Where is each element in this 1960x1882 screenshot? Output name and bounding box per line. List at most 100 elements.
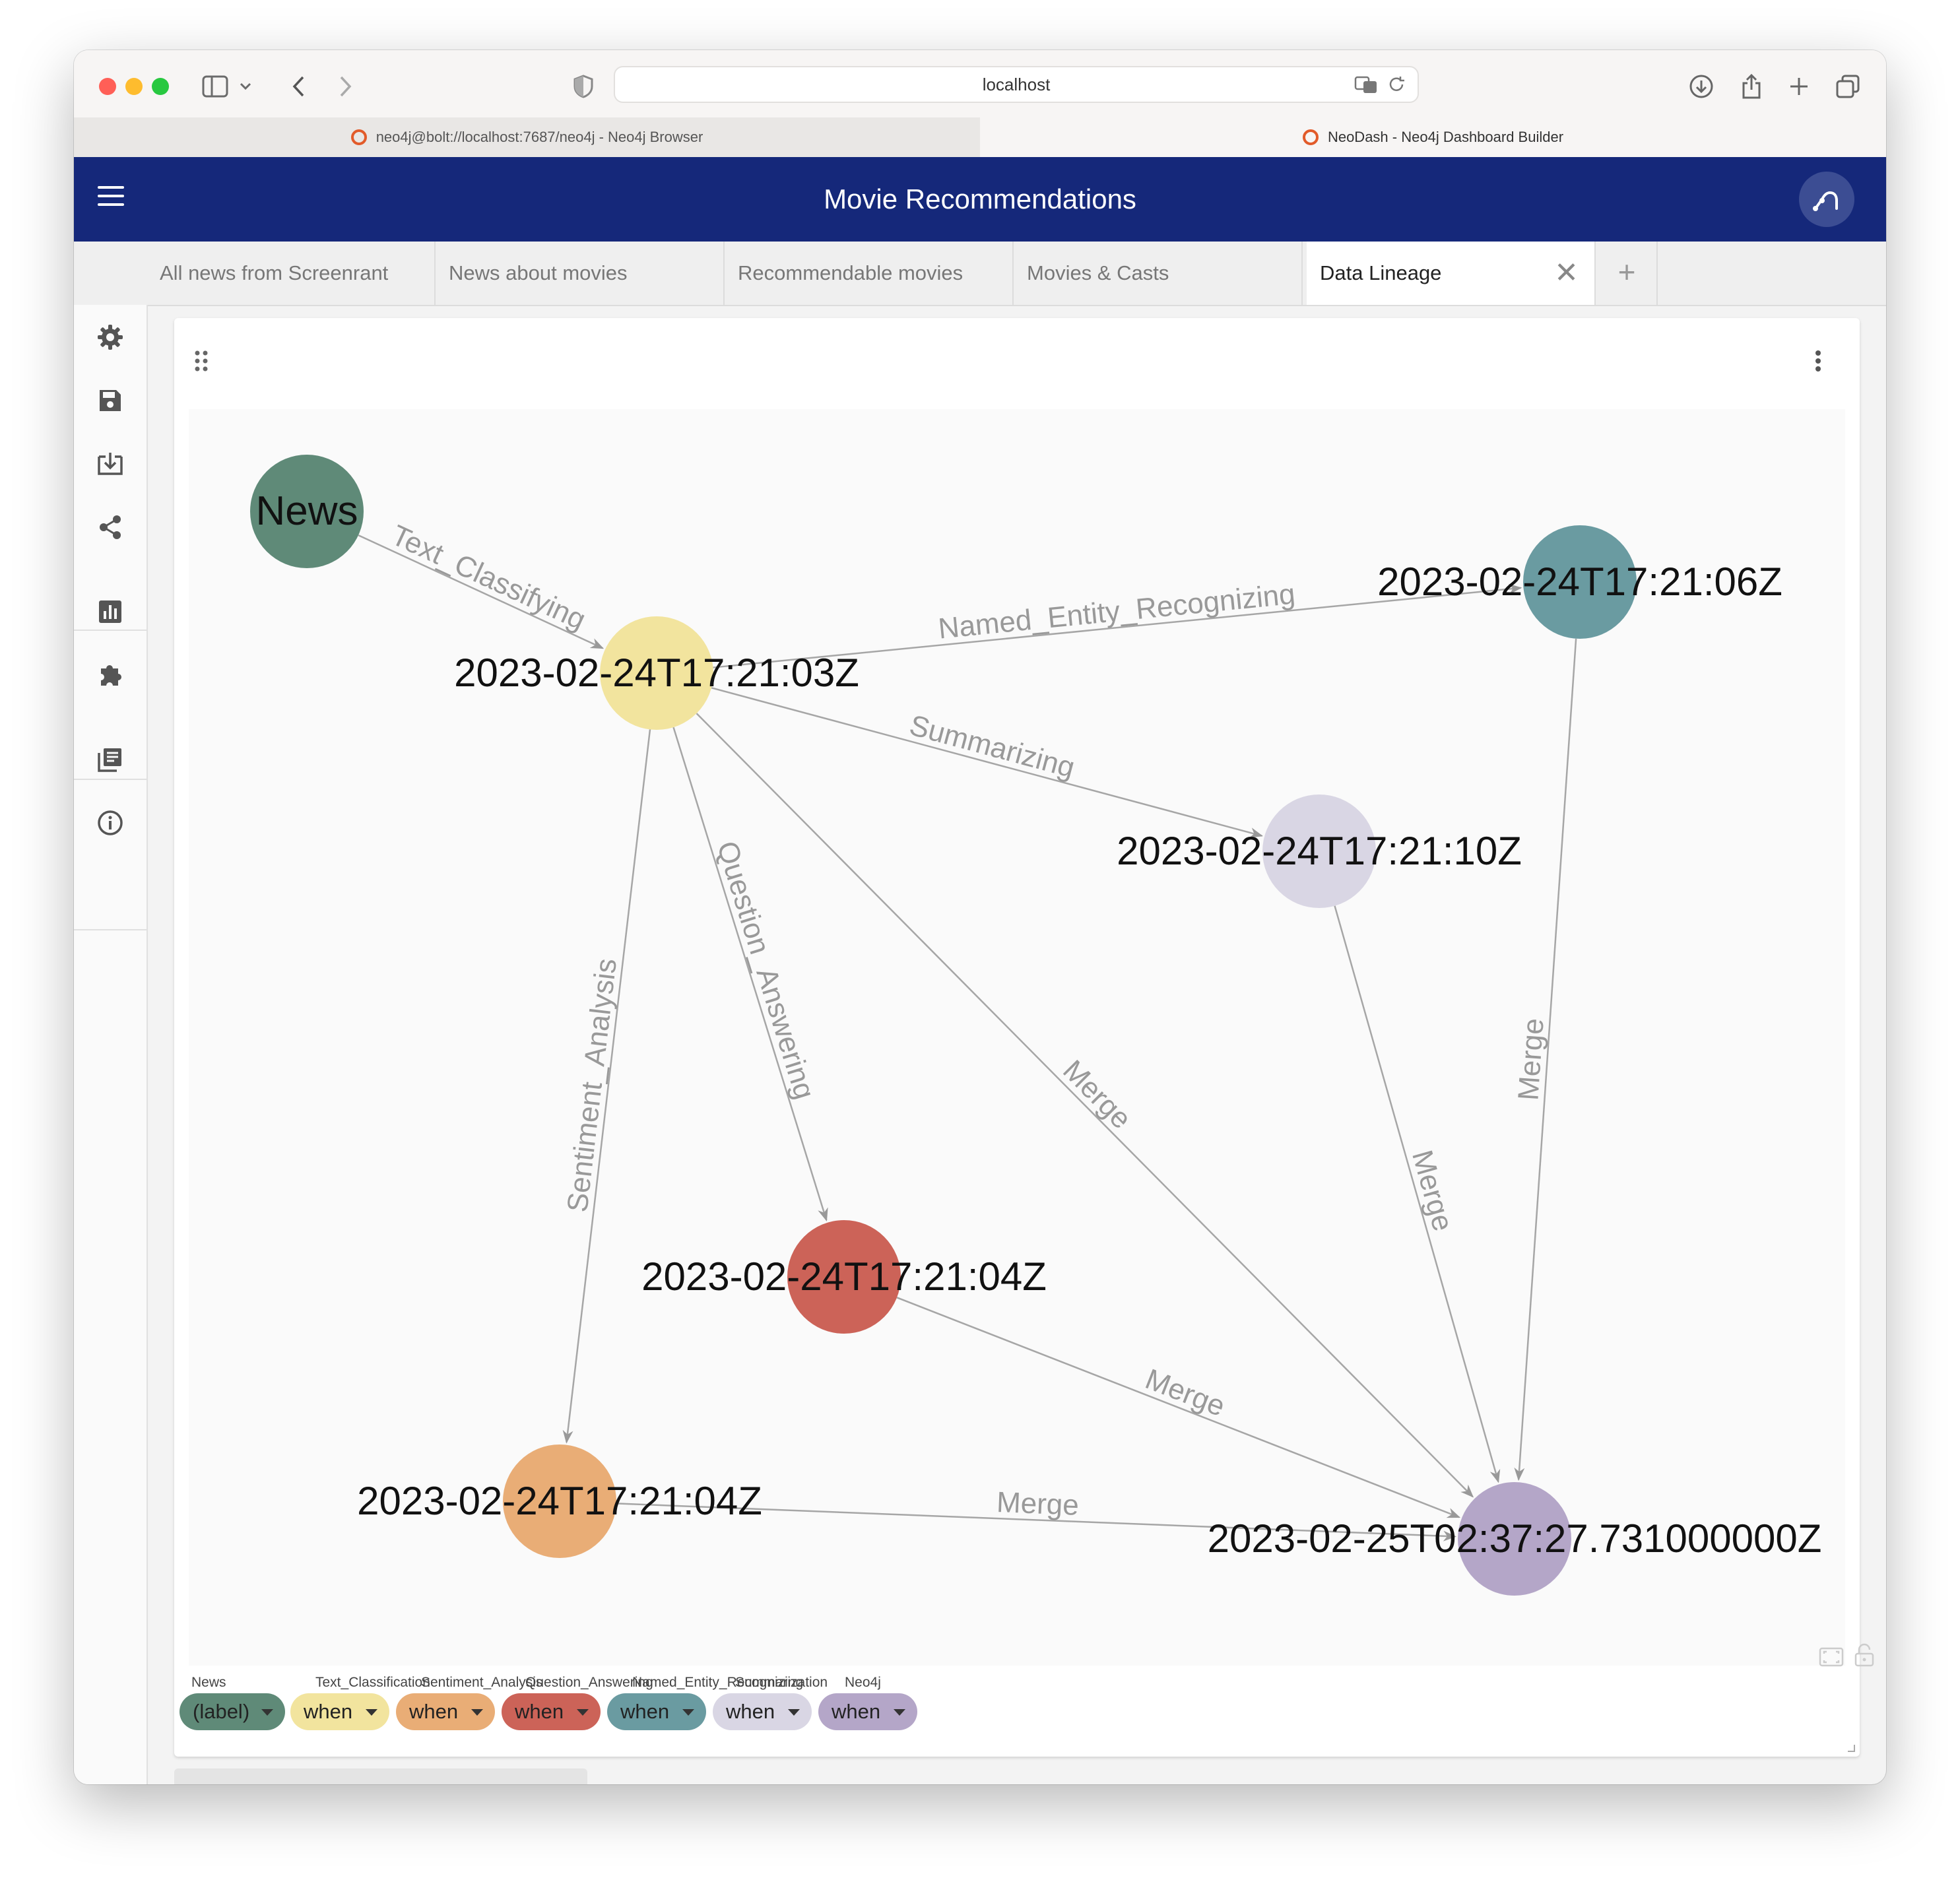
horizontal-scrollbar[interactable] xyxy=(174,1768,587,1784)
legend-property-value: when xyxy=(620,1700,670,1723)
back-icon[interactable] xyxy=(285,70,311,103)
dashboard-title[interactable]: Movie Recommendations xyxy=(824,183,1136,214)
edge-tc-qa[interactable] xyxy=(672,727,828,1221)
resize-handle-icon[interactable] xyxy=(1846,1743,1856,1753)
translate-icon[interactable] xyxy=(1354,67,1378,106)
edge-label: Merge xyxy=(1406,1147,1459,1235)
edge-tc-ner[interactable] xyxy=(713,583,1522,668)
graph-canvas[interactable]: Text_Classifying Named_Entity_Recognizing… xyxy=(189,409,1874,1667)
legend-category-label: Summarization xyxy=(735,1675,828,1690)
tab-all-news-from-screenrant[interactable]: All news from Screenrant xyxy=(147,242,436,305)
neodash-favicon-icon xyxy=(1302,129,1319,145)
report-card: Text_Classifying Named_Entity_Recognizing… xyxy=(174,318,1874,1757)
add-page-button[interactable]: + xyxy=(1597,242,1658,305)
legend-property-value: when xyxy=(304,1700,353,1723)
legend-property-value: when xyxy=(515,1700,564,1723)
legend-category-label: Named_Entity_Recognizing xyxy=(632,1675,804,1690)
edge-label: Merge xyxy=(1141,1363,1229,1423)
save-icon[interactable] xyxy=(94,384,127,417)
edge-ner-neo[interactable] xyxy=(1514,638,1577,1481)
tab-movies-and-casts[interactable]: Movies & Casts xyxy=(1014,242,1303,305)
legend-property-selector[interactable]: when xyxy=(713,1693,812,1730)
info-icon[interactable] xyxy=(94,806,127,839)
edge-tc-sum[interactable] xyxy=(711,687,1264,838)
more-options-icon[interactable] xyxy=(1815,350,1821,375)
dropdown-caret-icon[interactable] xyxy=(577,1709,589,1716)
dropdown-caret-icon[interactable] xyxy=(471,1709,483,1716)
fullscreen-icon[interactable] xyxy=(1819,1643,1878,1667)
browser-tab-label: neo4j@bolt://localhost:7687/neo4j - Neo4… xyxy=(376,129,703,145)
graph-node-sa[interactable] xyxy=(503,1444,616,1558)
drag-handle-icon[interactable] xyxy=(194,350,209,375)
load-icon[interactable] xyxy=(94,447,127,480)
dropdown-caret-icon[interactable] xyxy=(894,1709,905,1716)
browser-tab-strip: neo4j@bolt://localhost:7687/neo4j - Neo4… xyxy=(74,117,1886,158)
share-page-icon[interactable] xyxy=(1737,70,1766,103)
graph-node-news[interactable] xyxy=(250,455,364,568)
graph-node-sum[interactable] xyxy=(1262,795,1376,908)
documentation-icon[interactable] xyxy=(94,743,127,776)
legend-property-selector[interactable]: when xyxy=(502,1693,601,1730)
edge-label: Merge xyxy=(1512,1017,1550,1101)
sidebar-toggle-icon[interactable] xyxy=(201,70,230,103)
graph-node-tc[interactable] xyxy=(600,616,713,730)
forward-icon[interactable] xyxy=(333,70,359,103)
graph-node-neo[interactable] xyxy=(1458,1482,1571,1596)
edge-tc-sa[interactable] xyxy=(562,729,651,1444)
maximize-window-button[interactable] xyxy=(152,78,169,95)
edge-sa-neo[interactable] xyxy=(616,1503,1457,1541)
legend-category-label: Neo4j xyxy=(845,1675,881,1690)
share-icon[interactable] xyxy=(94,511,127,544)
sidebar-divider xyxy=(74,929,147,930)
edge-news-tc[interactable] xyxy=(358,534,604,649)
legend-property-value: when xyxy=(832,1700,881,1723)
dropdown-caret-icon[interactable] xyxy=(682,1709,694,1716)
sidebar-divider xyxy=(74,779,147,780)
graph-node-ner[interactable] xyxy=(1523,525,1637,639)
legend-property-selector[interactable]: when xyxy=(396,1693,495,1730)
legend: News (label) Text_Classification when Sentim… xyxy=(174,1675,1860,1747)
connection-icon[interactable] xyxy=(1799,172,1854,227)
new-tab-icon[interactable] xyxy=(1784,70,1813,103)
graph-node-label: 2023-02-24T17:21:03Z xyxy=(454,651,859,695)
edge-sum-neo[interactable] xyxy=(1334,905,1501,1483)
graph-node-label: News xyxy=(255,488,358,534)
tab-overview-icon[interactable] xyxy=(1833,70,1862,103)
privacy-shield-icon[interactable] xyxy=(570,70,597,103)
tab-recommendable-movies[interactable]: Recommendable movies xyxy=(725,242,1014,305)
edge-tc-neo[interactable] xyxy=(696,713,1474,1498)
edge-qa-neo[interactable] xyxy=(896,1297,1461,1518)
minimize-window-button[interactable] xyxy=(125,78,143,95)
tab-data-lineage[interactable]: Data Lineage ✕ xyxy=(1307,242,1596,305)
chevron-down-icon[interactable] xyxy=(238,70,253,103)
address-bar[interactable]: localhost xyxy=(614,66,1419,103)
reload-icon[interactable] xyxy=(1387,67,1406,105)
app-header: Movie Recommendations xyxy=(74,157,1886,242)
report-icon[interactable] xyxy=(94,595,127,628)
browser-tab-neo4j-browser[interactable]: neo4j@bolt://localhost:7687/neo4j - Neo4… xyxy=(74,117,981,157)
graph-node-label: 2023-02-25T02:37:27.731000000Z xyxy=(1208,1516,1822,1561)
edge-label: Merge xyxy=(1057,1054,1138,1135)
legend-property-selector[interactable]: when xyxy=(818,1693,917,1730)
dropdown-caret-icon[interactable] xyxy=(788,1709,800,1716)
legend-property-selector[interactable]: when xyxy=(290,1693,389,1730)
tab-label: All news from Screenrant xyxy=(160,261,389,284)
browser-tab-neodash[interactable]: NeoDash - Neo4j Dashboard Builder xyxy=(980,117,1886,157)
graph-node-qa[interactable] xyxy=(787,1220,901,1334)
graph-svg[interactable]: Text_Classifying Named_Entity_Recognizing… xyxy=(189,409,1845,1666)
tab-news-about-movies[interactable]: News about movies xyxy=(436,242,725,305)
close-window-button[interactable] xyxy=(99,78,116,95)
hamburger-menu-icon[interactable] xyxy=(98,186,124,212)
dropdown-caret-icon[interactable] xyxy=(366,1709,377,1716)
legend-property-selector[interactable]: (label) xyxy=(180,1693,285,1730)
legend-property-selector[interactable]: when xyxy=(607,1693,706,1730)
legend-property-value: (label) xyxy=(193,1700,250,1723)
browser-tab-label: NeoDash - Neo4j Dashboard Builder xyxy=(1327,129,1564,145)
close-tab-icon[interactable]: ✕ xyxy=(1554,257,1579,289)
legend-category-label: Sentiment_Analysis xyxy=(421,1675,543,1690)
extensions-icon[interactable] xyxy=(94,659,127,692)
dropdown-caret-icon[interactable] xyxy=(261,1709,273,1716)
settings-icon[interactable] xyxy=(94,321,127,354)
legend-category-label: News xyxy=(191,1675,226,1690)
downloads-icon[interactable] xyxy=(1687,70,1716,103)
